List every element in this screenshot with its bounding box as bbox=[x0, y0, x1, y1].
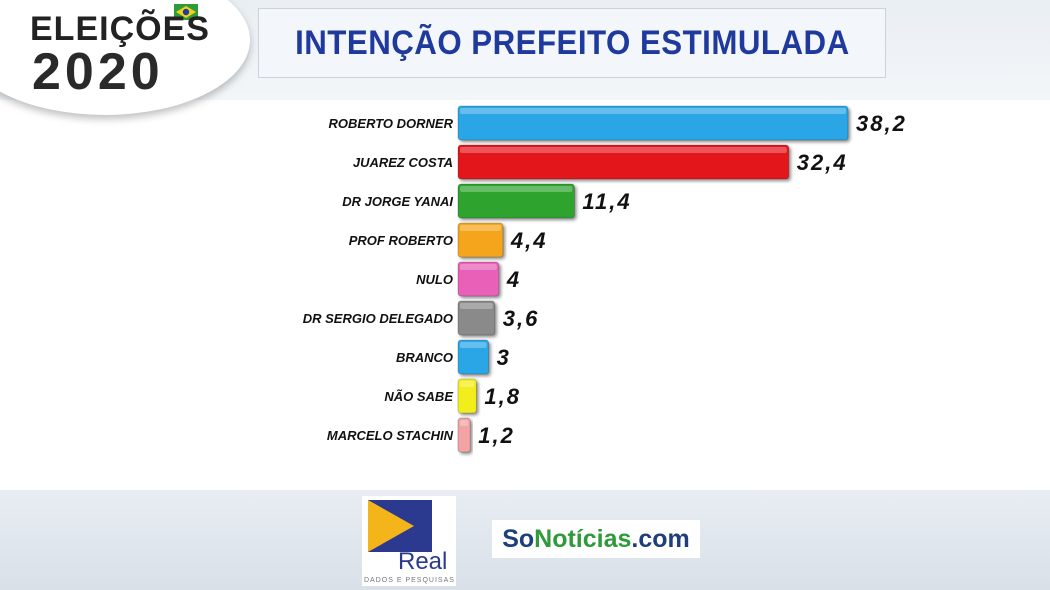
category-label: MARCELO STACHIN bbox=[327, 428, 454, 443]
bar bbox=[457, 183, 575, 219]
category-label: BRANCO bbox=[396, 350, 453, 365]
category-label: ROBERTO DORNER bbox=[329, 116, 454, 131]
value-label: 3 bbox=[497, 345, 511, 370]
bar-highlight bbox=[460, 108, 846, 114]
value-label: 38,2 bbox=[856, 111, 907, 136]
page-title: INTENÇÃO PREFEITO ESTIMULADA bbox=[294, 23, 850, 62]
bar bbox=[457, 105, 849, 141]
brazil-flag-icon bbox=[174, 4, 198, 20]
bar-highlight bbox=[460, 303, 493, 309]
site-name-part2: Notícias bbox=[534, 524, 632, 553]
bar-highlight bbox=[460, 264, 497, 270]
real-name: Real bbox=[398, 548, 448, 575]
bar-chart: ROBERTO DORNER 38,2 JUAREZ COSTA 32,4 DR JOR… bbox=[303, 105, 907, 453]
site-name-part3: .com bbox=[631, 524, 690, 553]
bar bbox=[457, 378, 477, 414]
value-label: 1,2 bbox=[478, 423, 515, 448]
value-label: 4 bbox=[506, 267, 521, 292]
bar bbox=[457, 144, 790, 180]
badge-title: ELEIÇÕES bbox=[30, 10, 210, 48]
badge-year: 2020 bbox=[32, 43, 164, 101]
category-label: PROF ROBERTO bbox=[349, 233, 453, 248]
title-box: INTENÇÃO PREFEITO ESTIMULADA bbox=[258, 8, 886, 78]
value-label: 1,8 bbox=[484, 384, 521, 409]
value-label: 32,4 bbox=[797, 150, 848, 175]
bar bbox=[457, 339, 490, 375]
value-label: 4,4 bbox=[510, 228, 548, 253]
value-label: 11,4 bbox=[582, 189, 631, 214]
category-label: NÃO SABE bbox=[384, 389, 453, 404]
bar bbox=[457, 300, 496, 336]
real-logo bbox=[362, 496, 456, 586]
bar bbox=[457, 417, 471, 453]
bar-highlight bbox=[460, 225, 501, 231]
category-label: DR SERGIO DELEGADO bbox=[303, 311, 453, 326]
site-name-part1: So bbox=[502, 524, 535, 553]
category-label: DR JORGE YANAI bbox=[342, 194, 453, 209]
category-label: NULO bbox=[416, 272, 453, 287]
value-label: 3,6 bbox=[503, 306, 540, 331]
bar bbox=[457, 222, 504, 258]
bar-highlight bbox=[460, 147, 787, 153]
sonoticias-logo: So Notícias .com bbox=[492, 520, 700, 558]
category-label: JUAREZ COSTA bbox=[353, 155, 453, 170]
real-logo-icon bbox=[368, 500, 432, 552]
real-subtitle: DADOS E PESQUISAS bbox=[364, 577, 455, 584]
bar bbox=[457, 261, 500, 297]
bar-highlight bbox=[460, 186, 573, 192]
bar-highlight bbox=[460, 381, 475, 387]
bar-highlight bbox=[460, 342, 487, 348]
bar-highlight bbox=[460, 420, 469, 426]
